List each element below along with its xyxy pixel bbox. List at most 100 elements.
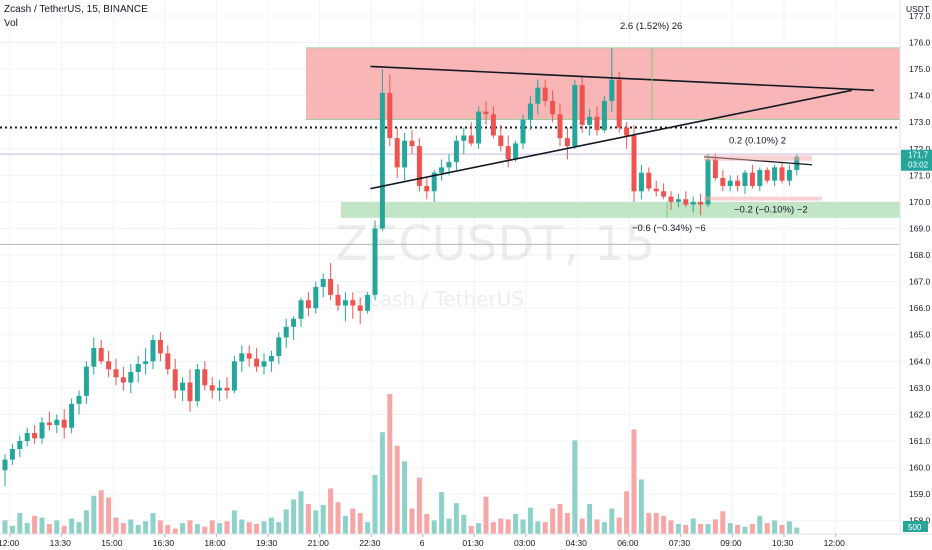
volume-bar: [32, 515, 38, 534]
price-tick-label: 174.0: [909, 91, 931, 101]
watermark-name: Zcash / TetherUS: [355, 287, 524, 311]
volume-bar: [313, 510, 319, 534]
price-tick-label: 175.0: [909, 64, 931, 74]
time-axis[interactable]: 12:00 13:30 15:00 16:30 18:00 19:30 21:00 22:30…: [0, 533, 932, 548]
candle-body: [224, 387, 230, 391]
price-tick-label: 158.0: [909, 516, 931, 526]
candle-body: [98, 348, 104, 362]
candle-body: [446, 162, 452, 168]
price-tick-label: 177.0: [909, 11, 931, 21]
volume-bar: [298, 491, 304, 534]
candle-body: [705, 159, 711, 205]
trendline[interactable]: [370, 89, 852, 190]
volume-bar: [194, 524, 200, 534]
candle-body: [513, 143, 519, 160]
volume-bar: [2, 520, 8, 534]
price-tick-label: 170.0: [909, 197, 931, 207]
time-tick-label: 12:00: [0, 538, 20, 548]
volume-bar: [483, 496, 489, 534]
candle-body: [424, 185, 430, 192]
candle-body: [194, 369, 200, 402]
price-tick-label: 162.0: [909, 409, 931, 419]
candle-body: [638, 172, 644, 192]
volume-bar: [113, 517, 119, 534]
candle-body: [379, 92, 385, 229]
candle-body: [135, 363, 141, 372]
candle-body: [387, 92, 393, 139]
candle-body: [17, 441, 23, 449]
candle-body: [180, 382, 186, 391]
candle-body: [587, 116, 593, 125]
candle-body: [557, 114, 563, 139]
candle-body: [2, 459, 8, 471]
time-tick-label: 12:00: [824, 538, 846, 548]
candle-body: [542, 87, 548, 101]
price-tick-label: 167.0: [909, 277, 931, 287]
volume-bar: [631, 429, 637, 534]
candle-body: [291, 318, 297, 327]
candle-body: [113, 369, 119, 378]
volume-bar: [786, 521, 792, 534]
volume-bar: [653, 513, 659, 534]
volume-bar: [335, 502, 341, 534]
volume-bar: [409, 508, 415, 534]
volume-bar: [675, 524, 681, 534]
candle-body: [564, 138, 570, 147]
time-tick-label: 07:30: [669, 538, 691, 548]
candle-body: [150, 340, 156, 362]
time-tick-label: 16:30: [153, 538, 175, 548]
time-tick-label: 15:00: [101, 538, 123, 548]
candle-body: [328, 278, 334, 295]
candle-body: [254, 358, 260, 367]
candle-body: [505, 146, 511, 160]
volume-bar: [135, 524, 141, 534]
volume-bar: [513, 514, 519, 534]
volume-bar: [690, 518, 696, 534]
volume-bar: [276, 522, 282, 534]
price-axis-background: [900, 0, 932, 550]
volume-bar: [209, 520, 215, 534]
candle-body: [394, 138, 400, 168]
volume-tag-label: 500: [908, 523, 922, 532]
trendlines[interactable]: [370, 65, 875, 190]
volume-bar: [46, 524, 52, 534]
volume-bar: [261, 521, 267, 534]
candle-body: [32, 433, 38, 439]
time-tick-label: 04:30: [566, 538, 588, 548]
volume-bar: [683, 524, 689, 534]
candle-body: [69, 403, 75, 428]
candle-body: [690, 201, 696, 205]
volume-bar: [587, 504, 593, 534]
candle-body: [320, 278, 326, 287]
trendline[interactable]: [370, 65, 875, 92]
candle-body: [246, 353, 252, 359]
time-tick-label: 06:00: [617, 538, 639, 548]
volume-bar: [453, 503, 459, 534]
candle-body: [727, 180, 733, 186]
volume-bar: [143, 521, 149, 534]
candle-body: [402, 140, 408, 168]
candle-body: [431, 172, 437, 192]
volume-bar: [283, 509, 289, 534]
candle-body: [268, 356, 274, 362]
volume-bar: [365, 522, 371, 534]
price-tick-label: 168.0: [909, 250, 931, 260]
volume-bar: [350, 508, 356, 534]
time-tick-label: 13:30: [50, 538, 72, 548]
volume-bar: [165, 524, 171, 534]
candle-body: [128, 371, 134, 383]
volume-bar: [268, 517, 274, 534]
price-axis[interactable]: [899, 0, 932, 550]
volume-bar: [372, 474, 378, 534]
time-tick-label: 01:30: [462, 538, 484, 548]
volume-bar: [239, 519, 245, 534]
price-tick-label: 173.0: [909, 117, 931, 127]
measure-annotation: 0.2 (0.10%) 2: [729, 135, 786, 146]
volume-bar: [202, 526, 208, 534]
time-tick-label: 22:30: [359, 538, 381, 548]
volume-bar: [720, 511, 726, 534]
volume-bar: [342, 515, 348, 534]
candle-body: [653, 188, 659, 192]
volume-bar: [705, 524, 711, 534]
